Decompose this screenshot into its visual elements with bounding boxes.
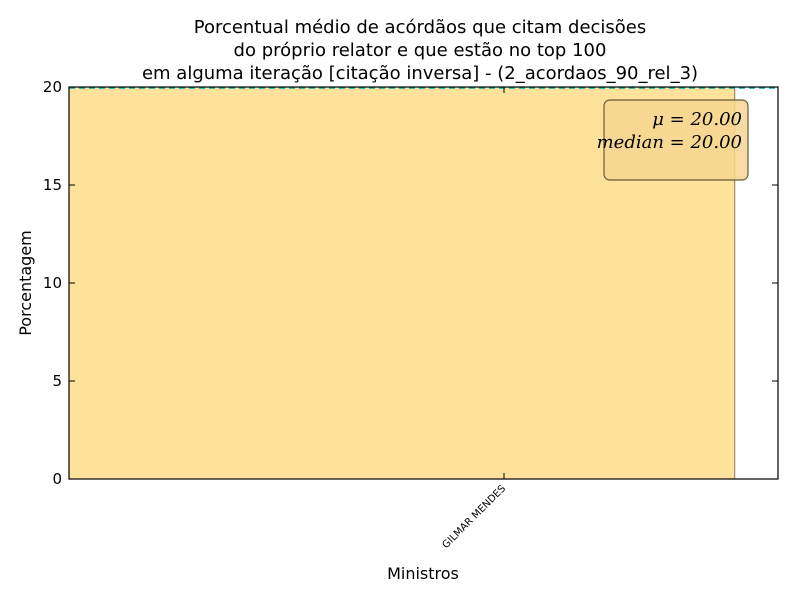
x-tick-label: GILMAR MENDES — [440, 483, 508, 551]
y-tick-label: 10 — [43, 274, 62, 292]
chart-title: Porcentual médio de acórdãos que citam d… — [142, 17, 698, 84]
y-tick-label: 5 — [52, 372, 62, 390]
chart-title-line: em alguma iteração [citação inversa] - (… — [142, 63, 698, 84]
y-tick-label: 20 — [43, 78, 62, 96]
mean-label: μ = 20.00 — [652, 109, 742, 130]
chart-title-line: do próprio relator e que estão no top 10… — [234, 40, 607, 61]
x-axis-label: Ministros — [387, 564, 459, 583]
y-axis-ticks: 0 5 10 15 20 — [43, 78, 778, 488]
median-label: median = 20.00 — [597, 132, 742, 153]
y-tick-label: 0 — [52, 470, 62, 488]
stats-box — [603, 99, 749, 181]
y-tick-label: 15 — [43, 176, 62, 194]
y-axis-label: Porcentagem — [16, 230, 35, 336]
chart-title-line: Porcentual médio de acórdãos que citam d… — [194, 17, 647, 38]
